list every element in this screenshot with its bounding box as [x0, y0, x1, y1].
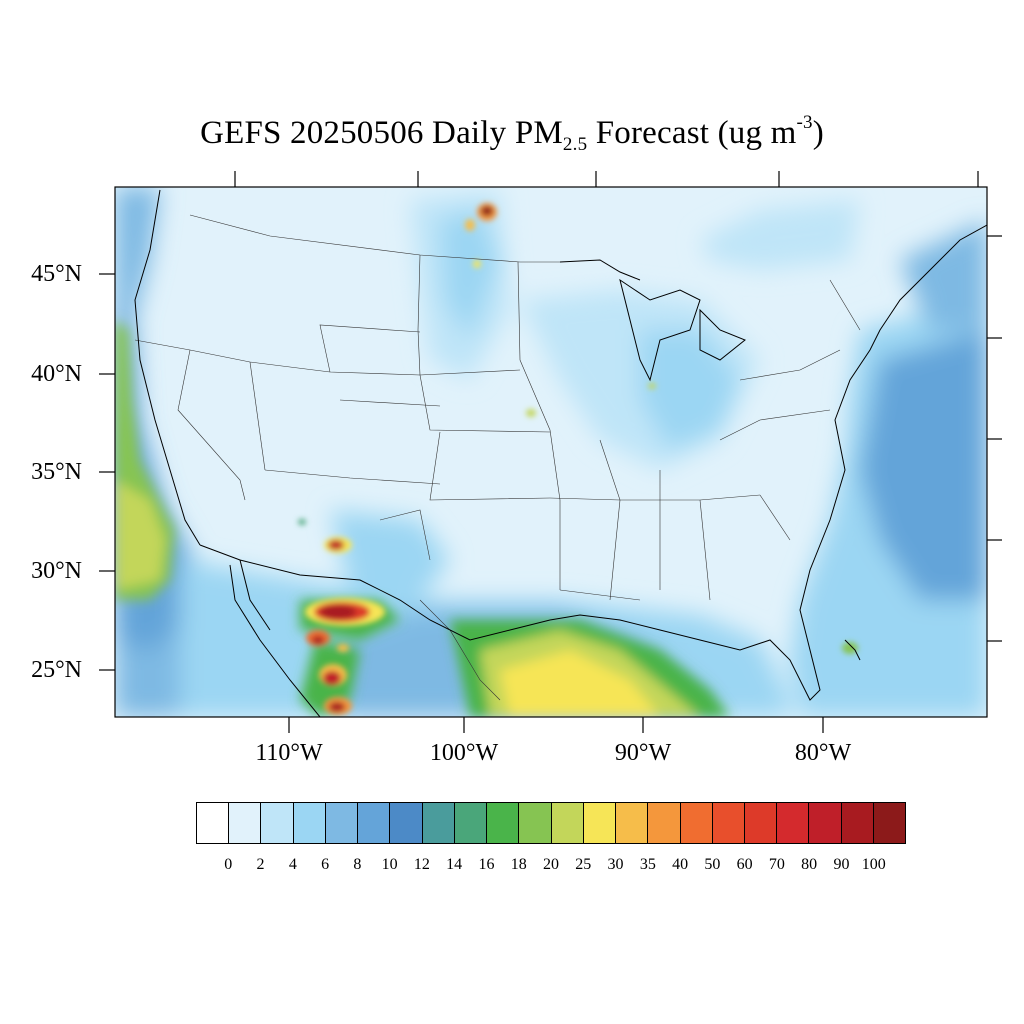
colorbar-swatch: [261, 803, 294, 843]
colorbar-level-label: 70: [768, 856, 785, 873]
colorbar-level-label: 35: [639, 856, 656, 873]
colorbar-swatch: [841, 803, 874, 843]
colorbar-level-label: 80: [801, 856, 818, 873]
lon-label-100w: 100°W: [429, 740, 499, 766]
colorbar-swatch: [487, 803, 520, 843]
colorbar-swatch: [229, 803, 262, 843]
colorbar-swatch: [583, 803, 617, 843]
lat-label-30n: 30°N: [31, 558, 82, 584]
concentration-field: [115, 187, 987, 717]
colorbar-swatch: [422, 803, 455, 843]
colorbar-level-label: 8: [353, 856, 362, 873]
colorbar-swatch: [648, 803, 681, 843]
colorbar-swatch: [293, 803, 326, 843]
colorbar-swatch: [551, 803, 584, 843]
lat-label-40n: 40°N: [31, 361, 82, 387]
colorbar-swatch: [712, 803, 745, 843]
fire-hotspots: [298, 203, 858, 715]
colorbar: [196, 802, 906, 844]
colorbar-swatch: [809, 803, 842, 843]
colorbar-level-label: 40: [672, 856, 689, 873]
colorbar-swatch: [197, 803, 230, 843]
lon-label-80w: 80°W: [794, 740, 852, 766]
map-title: GEFS 20250506 Daily PM2.5 Forecast (ug m…: [200, 112, 824, 155]
lat-label-35n: 35°N: [31, 459, 82, 485]
colorbar-level-label: 30: [607, 856, 624, 873]
lon-label-110w: 110°W: [255, 740, 323, 766]
coastlines: [134, 189, 987, 717]
colorbar-swatch: [325, 803, 359, 843]
colorbar-swatch: [744, 803, 778, 843]
colorbar-swatch: [777, 803, 810, 843]
map-frame: [114, 186, 988, 718]
colorbar-swatch: [454, 803, 488, 843]
colorbar-level-label: 0: [224, 856, 233, 873]
tick-marks: [99, 171, 1002, 733]
lon-label-90w: 90°W: [614, 740, 672, 766]
state-boundaries: [134, 214, 861, 701]
colorbar-level-label: 20: [543, 856, 559, 873]
colorbar-level-label: 10: [381, 856, 398, 873]
colorbar-level-label: 16: [478, 856, 495, 873]
colorbar-level-label: 25: [575, 856, 592, 873]
colorbar-level-label: 12: [413, 856, 430, 873]
colorbar-swatch: [873, 803, 906, 843]
colorbar-level-label: 14: [446, 856, 463, 873]
colorbar-level-label: 60: [736, 856, 753, 873]
colorbar-level-label: 100: [861, 856, 886, 873]
colorbar-swatch: [680, 803, 713, 843]
colorbar-level-label: 2: [256, 856, 265, 873]
colorbar-level-label: 18: [510, 856, 527, 873]
lat-label-25n: 25°N: [31, 657, 82, 683]
colorbar-swatch: [519, 803, 552, 843]
colorbar-swatch: [390, 803, 423, 843]
colorbar-level-label: 90: [833, 856, 850, 873]
colorbar-swatch: [616, 803, 649, 843]
colorbar-level-label: 50: [704, 856, 721, 873]
colorbar-swatch: [358, 803, 391, 843]
colorbar-level-label: 4: [288, 856, 297, 873]
colorbar-level-label: 6: [321, 856, 330, 873]
lat-label-45n: 45°N: [31, 261, 82, 287]
